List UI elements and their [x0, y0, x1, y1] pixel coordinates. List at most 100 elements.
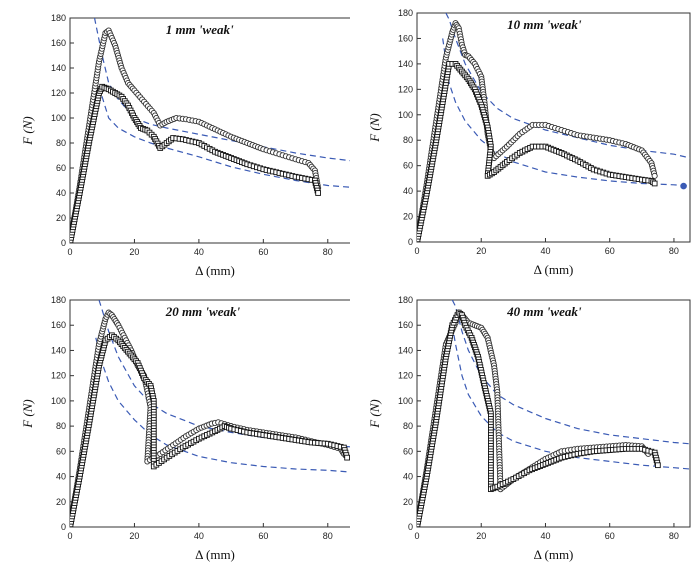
x-axis-title: Δ (mm) — [534, 262, 574, 277]
x-tick-label: 0 — [67, 531, 72, 541]
y-tick-label: 100 — [51, 113, 66, 123]
x-tick-label: 40 — [540, 246, 550, 256]
plot-frame — [69, 299, 350, 528]
reference-curve-2 — [95, 337, 350, 473]
plot-frame — [416, 12, 691, 243]
y-tick-label: 60 — [56, 446, 66, 456]
x-tick-label: 0 — [414, 246, 419, 256]
y-tick-label: 60 — [56, 163, 66, 173]
reference-curve-1 — [451, 300, 690, 445]
chart-panel-10mm: 0 20 40 60 80 100 120 140 160 180 0 20 40 60 80 Δ (mm) F… — [349, 0, 699, 287]
x-tick-label: 40 — [194, 247, 204, 257]
panel-title: 40 mm 'weak' — [506, 304, 582, 319]
plot-area — [70, 18, 350, 243]
y-tick-label: 80 — [403, 421, 413, 431]
x-tick-label: 20 — [476, 531, 486, 541]
data-point-square — [315, 190, 321, 196]
y-tick-label: 40 — [403, 472, 413, 482]
y-tick-label: 180 — [398, 8, 413, 18]
y-tick-label: 0 — [61, 522, 66, 532]
x-tick-label: 80 — [669, 531, 679, 541]
y-tick-label: 100 — [398, 110, 413, 120]
x-axis-title: Δ (mm) — [195, 547, 235, 562]
y-tick-label: 120 — [398, 84, 413, 94]
y-tick-label: 0 — [408, 237, 413, 247]
x-tick-label: 60 — [605, 531, 615, 541]
x-tick-label: 40 — [540, 531, 550, 541]
reference-curve-1 — [98, 300, 350, 448]
data-point-square — [655, 462, 661, 469]
y-tick-label: 20 — [56, 213, 66, 223]
y-tick-label: 80 — [56, 138, 66, 148]
x-axis-title: Δ (mm) — [534, 547, 574, 562]
y-tick-label: 120 — [51, 371, 66, 381]
panel-title: 1 mm 'weak' — [166, 22, 234, 37]
y-tick-label: 180 — [51, 13, 66, 23]
y-axis-title: F (N) — [367, 399, 382, 429]
y-tick-label: 120 — [398, 371, 413, 381]
x-tick-label: 20 — [129, 531, 139, 541]
reference-curve-2 — [442, 38, 690, 187]
y-tick-label: 160 — [398, 320, 413, 330]
panel-title: 10 mm 'weak' — [507, 17, 582, 32]
x-tick-label: 80 — [323, 247, 333, 257]
x-tick-label: 60 — [258, 247, 268, 257]
chart-panel-1mm: 0 20 40 60 80 100 120 140 160 180 0 20 40 60 80 Δ (mm) F… — [0, 0, 350, 287]
x-tick-label: 0 — [67, 247, 72, 257]
plot-frame — [69, 17, 350, 244]
y-tick-label: 140 — [51, 63, 66, 73]
chart-panel-20mm: 0 20 40 60 80 100 120 140 160 180 0 20 40 60 80 Δ (mm) F… — [0, 287, 350, 574]
y-tick-label: 20 — [56, 497, 66, 507]
y-tick-label: 80 — [56, 421, 66, 431]
data-point-square — [344, 454, 350, 461]
y-tick-label: 160 — [51, 320, 66, 330]
data-point-square — [651, 180, 658, 187]
y-tick-label: 0 — [408, 522, 413, 532]
chart-panel-40mm: 0 20 40 60 80 100 120 140 160 180 0 20 40 60 80 Δ (mm) F… — [349, 287, 699, 574]
reference-curve-2 — [98, 86, 350, 188]
x-tick-label: 20 — [129, 247, 139, 257]
y-tick-label: 160 — [51, 38, 66, 48]
y-tick-label: 160 — [398, 33, 413, 43]
x-tick-label: 60 — [258, 531, 268, 541]
x-tick-label: 80 — [669, 246, 679, 256]
extra-point — [680, 182, 687, 190]
reference-curve-2 — [451, 325, 690, 470]
x-tick-label: 0 — [414, 531, 419, 541]
y-tick-label: 60 — [403, 446, 413, 456]
y-axis-title: F (N) — [20, 116, 35, 146]
y-tick-label: 120 — [51, 88, 66, 98]
y-axis-title: F (N) — [367, 113, 382, 143]
chart-1mm-svg: 0 20 40 60 80 100 120 140 160 180 0 20 40 60 80 Δ (mm) F… — [20, 13, 350, 278]
y-tick-label: 140 — [398, 59, 413, 69]
y-tick-label: 140 — [51, 345, 66, 355]
chart-10mm-svg: 0 20 40 60 80 100 120 140 160 180 0 20 40 60 80 Δ (mm) F… — [367, 8, 691, 277]
x-tick-label: 60 — [605, 246, 615, 256]
y-tick-label: 60 — [403, 161, 413, 171]
data-point-circle — [651, 172, 658, 179]
y-tick-label: 180 — [51, 295, 66, 305]
y-axis-title: F (N) — [20, 399, 35, 429]
chart-40mm-svg: 0 20 40 60 80 100 120 140 160 180 0 20 40 60 80 Δ (mm) F… — [367, 295, 691, 562]
y-tick-label: 80 — [403, 135, 413, 145]
plot-area — [417, 300, 690, 527]
y-tick-label: 100 — [51, 396, 66, 406]
y-tick-label: 0 — [61, 238, 66, 248]
y-tick-label: 40 — [56, 188, 66, 198]
x-tick-label: 40 — [194, 531, 204, 541]
plot-area — [70, 300, 350, 527]
y-tick-label: 40 — [403, 186, 413, 196]
y-tick-label: 20 — [403, 212, 413, 222]
y-tick-label: 140 — [398, 345, 413, 355]
y-tick-label: 40 — [56, 472, 66, 482]
plot-frame — [416, 299, 691, 528]
plot-area — [417, 13, 690, 242]
x-axis-title: Δ (mm) — [195, 263, 235, 278]
y-tick-label: 100 — [398, 396, 413, 406]
panel-title: 20 mm 'weak' — [165, 304, 241, 319]
y-tick-label: 20 — [403, 497, 413, 507]
x-tick-label: 80 — [323, 531, 333, 541]
y-tick-label: 180 — [398, 295, 413, 305]
chart-20mm-svg: 0 20 40 60 80 100 120 140 160 180 0 20 40 60 80 Δ (mm) F… — [20, 295, 350, 562]
x-tick-label: 20 — [476, 246, 486, 256]
